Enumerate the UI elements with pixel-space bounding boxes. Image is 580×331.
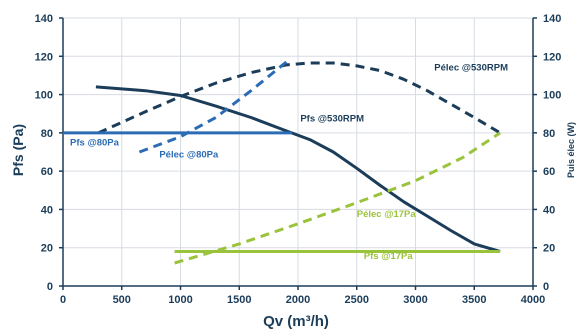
series-line-p-lec-17pa — [174, 131, 501, 265]
y-tick-label-right: 80 — [543, 128, 555, 140]
series-label: Pélec @530RPM — [434, 63, 508, 74]
series-labels: Pfs @530RPM Pélec @530RPM Pfs @80Pa Pélec @… — [70, 63, 508, 263]
y-tick-label-right: 0 — [543, 281, 549, 293]
series-label: Pélec @17Pa — [357, 209, 417, 220]
series-label: Pfs @530RPM — [300, 113, 364, 124]
series-label: Pfs @17Pa — [364, 251, 414, 262]
y-tick-label-left: 0 — [47, 281, 53, 293]
y-tick-label-right: 140 — [543, 13, 561, 25]
series-label: Pfs @80Pa — [70, 137, 120, 148]
x-tick-label: 1000 — [168, 294, 192, 306]
y-tick-label-left: 140 — [35, 13, 53, 25]
x-axis-title: Qv (m³/h) — [263, 313, 329, 330]
series-line-p-lec-530rpm — [97, 61, 501, 135]
x-tick-label: 2500 — [345, 294, 369, 306]
y-tick-label-left: 100 — [35, 90, 53, 102]
y-axis-title-left: Pfs (Pa) — [10, 124, 26, 176]
series-layer — [63, 60, 501, 265]
y-tick-label-right: 100 — [543, 90, 561, 102]
y-tick-label-right: 120 — [543, 51, 561, 63]
y-axis-title-right: Puis élec (W) — [566, 122, 576, 178]
x-tick-label: 0 — [60, 294, 66, 306]
y-tick-label-right: 60 — [543, 166, 555, 178]
x-tick-label: 3000 — [403, 294, 427, 306]
x-tick-label: 4000 — [521, 294, 545, 306]
y-tick-label-left: 120 — [35, 51, 53, 63]
y-tick-label-left: 20 — [41, 243, 53, 255]
series-line-pfs-530rpm — [95, 85, 501, 253]
tick-labels: 0 500 1000 1500 2000 2500 3000 3500 400002040608… — [35, 13, 562, 306]
y-tick-label-left: 80 — [41, 128, 53, 140]
x-tick-label: 3500 — [462, 294, 486, 306]
x-tick-label: 2000 — [286, 294, 310, 306]
grid — [62, 17, 534, 287]
x-tick-label: 1500 — [227, 294, 251, 306]
y-tick-label-left: 60 — [41, 166, 53, 178]
y-tick-label-right: 40 — [543, 204, 555, 216]
y-tick-label-left: 40 — [41, 204, 53, 216]
y-tick-label-right: 20 — [543, 243, 555, 255]
series-line-p-lec-80pa — [138, 60, 288, 154]
x-tick-label: 500 — [113, 294, 131, 306]
series-label: Pélec @80Pa — [159, 150, 219, 161]
